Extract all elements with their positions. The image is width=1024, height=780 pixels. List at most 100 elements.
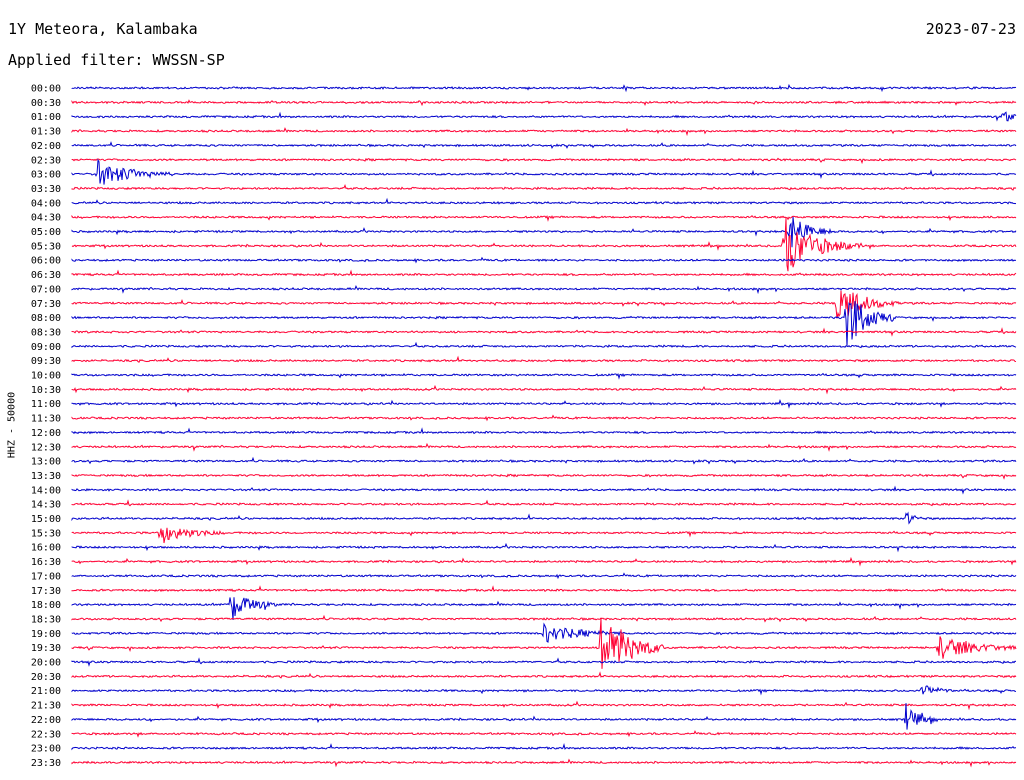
trace-line xyxy=(71,327,1017,337)
trace-line xyxy=(71,671,1017,679)
time-label: 09:30 xyxy=(31,356,61,367)
trace-line xyxy=(71,269,1017,277)
time-label: 06:30 xyxy=(31,270,61,281)
time-label: 19:30 xyxy=(31,643,61,654)
trace-line xyxy=(71,572,1017,580)
trace-line xyxy=(71,700,1017,711)
time-label: 23:30 xyxy=(31,758,61,769)
time-label: 09:00 xyxy=(31,342,61,353)
trace-line xyxy=(71,83,1017,93)
time-label: 23:00 xyxy=(31,744,61,755)
time-label: 11:00 xyxy=(31,399,61,410)
filter-label: Applied filter: WWSSN-SP xyxy=(8,51,225,69)
trace-line xyxy=(71,456,1017,465)
trace-line xyxy=(71,442,1017,452)
trace-line xyxy=(71,372,1017,380)
trace-line xyxy=(71,585,1017,593)
time-label: 05:30 xyxy=(31,241,61,252)
trace-line xyxy=(71,355,1017,363)
trace-line xyxy=(71,127,1017,137)
time-label: 16:30 xyxy=(31,557,61,568)
trace-line xyxy=(71,730,1017,738)
trace-line xyxy=(71,542,1017,553)
time-label: 02:30 xyxy=(31,155,61,166)
trace-line xyxy=(71,511,1017,525)
trace-line xyxy=(71,158,1017,185)
trace-line xyxy=(71,197,1017,205)
trace-line xyxy=(71,183,1017,191)
trace-line xyxy=(71,657,1017,667)
trace-line xyxy=(71,622,1017,643)
filter-name: WWSSN-SP xyxy=(152,51,225,69)
time-label: 03:00 xyxy=(31,170,61,181)
time-label: 07:00 xyxy=(31,284,61,295)
trace-line xyxy=(71,285,1017,295)
time-label: 18:30 xyxy=(31,614,61,625)
trace-line xyxy=(71,473,1017,480)
time-label: 01:30 xyxy=(31,127,61,138)
time-label: 13:00 xyxy=(31,457,61,468)
trace-line xyxy=(71,414,1017,422)
trace-line xyxy=(71,141,1017,149)
trace-line xyxy=(71,427,1017,435)
time-label: 19:00 xyxy=(31,629,61,640)
trace-line xyxy=(71,384,1017,395)
time-label: 18:00 xyxy=(31,600,61,611)
time-label: 08:00 xyxy=(31,313,61,324)
trace-line xyxy=(71,485,1017,495)
trace-line xyxy=(71,703,1017,730)
time-label: 00:30 xyxy=(31,98,61,109)
station-title: 1Y Meteora, Kalambaka xyxy=(8,20,198,38)
time-label: 01:00 xyxy=(31,112,61,123)
time-label: 20:30 xyxy=(31,672,61,683)
time-label: 11:30 xyxy=(31,414,61,425)
time-label: 17:00 xyxy=(31,571,61,582)
trace-line xyxy=(71,341,1017,349)
trace-line xyxy=(71,301,1017,347)
time-label: 00:00 xyxy=(31,84,61,95)
trace-line xyxy=(71,758,1017,768)
trace-line xyxy=(71,216,1017,248)
time-label: 06:00 xyxy=(31,256,61,267)
time-label: 07:30 xyxy=(31,299,61,310)
time-label: 16:00 xyxy=(31,543,61,554)
time-label: 15:30 xyxy=(31,528,61,539)
time-label: 10:30 xyxy=(31,385,61,396)
trace-line xyxy=(71,614,1017,623)
filter-prefix: Applied filter: xyxy=(8,51,144,69)
trace-line xyxy=(71,597,1017,620)
time-label: 08:30 xyxy=(31,327,61,338)
trace-line xyxy=(71,556,1017,567)
time-label: 22:00 xyxy=(31,715,61,726)
time-label: 14:30 xyxy=(31,500,61,511)
time-label: 20:00 xyxy=(31,658,61,669)
time-label: 13:30 xyxy=(31,471,61,482)
trace-line xyxy=(71,742,1016,751)
time-label: 21:00 xyxy=(31,686,61,697)
time-label: 17:30 xyxy=(31,586,61,597)
trace-line xyxy=(71,218,1017,272)
trace-line xyxy=(71,618,1017,669)
time-label: 22:30 xyxy=(31,729,61,740)
trace-line xyxy=(71,685,1016,696)
time-label: 03:30 xyxy=(31,184,61,195)
time-label: 04:00 xyxy=(31,198,61,209)
trace-line xyxy=(71,399,1017,409)
trace-line xyxy=(71,111,1017,122)
time-label: 04:30 xyxy=(31,213,61,224)
time-label: 12:30 xyxy=(31,442,61,453)
time-label: 14:00 xyxy=(31,485,61,496)
trace-line xyxy=(71,527,1017,544)
trace-line xyxy=(71,499,1017,507)
trace-line xyxy=(71,157,1017,165)
trace-line xyxy=(71,99,1017,107)
time-label: 10:00 xyxy=(31,371,61,382)
trace-line xyxy=(71,214,1017,222)
time-label: 15:00 xyxy=(31,514,61,525)
date-label: 2023-07-23 xyxy=(925,20,1016,38)
time-label: 12:00 xyxy=(31,428,61,439)
time-label: 05:00 xyxy=(31,227,61,238)
time-label: 02:00 xyxy=(31,141,61,152)
trace-line xyxy=(71,256,1017,264)
